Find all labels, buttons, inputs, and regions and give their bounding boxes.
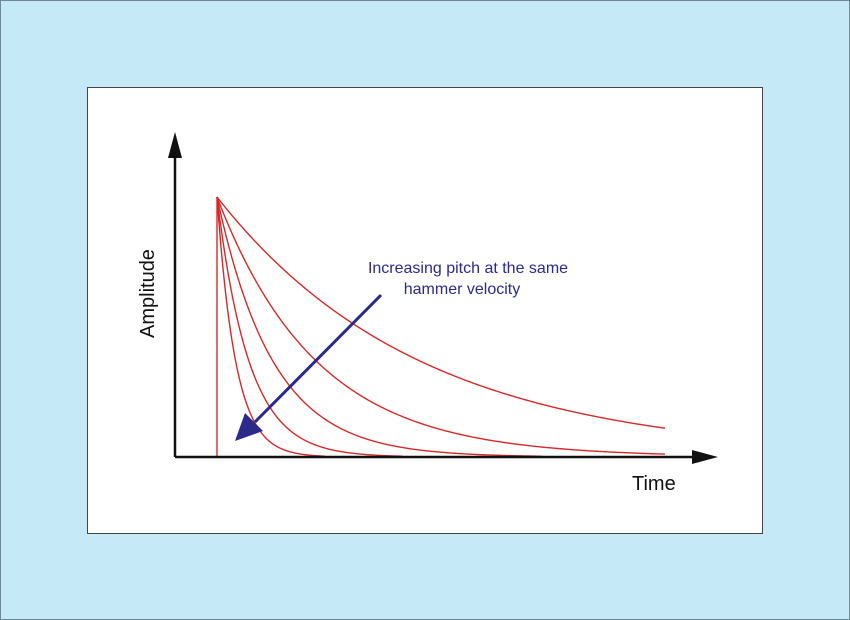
x-axis-label: Time [632,473,676,495]
annotation: Increasing pitch at the same hammer velo… [235,260,568,441]
annotation-line-1: Increasing pitch at the same [368,260,568,277]
x-axis-arrowhead [692,450,718,464]
decay-curve-1 [216,196,666,429]
decay-curve-4 [216,196,404,458]
decay-curve-2 [216,196,666,455]
decay-curve-3 [216,196,543,458]
chart-panel [87,87,763,534]
annotation-line-2: hammer velocity [404,281,520,298]
annotation-arrow-line [253,293,383,424]
decay-curve-5 [216,196,327,458]
y-axis-label: Amplitude [137,249,159,338]
y-axis-arrowhead [168,132,182,158]
decay-curves [216,196,666,458]
annotation-arrowhead [235,413,263,441]
